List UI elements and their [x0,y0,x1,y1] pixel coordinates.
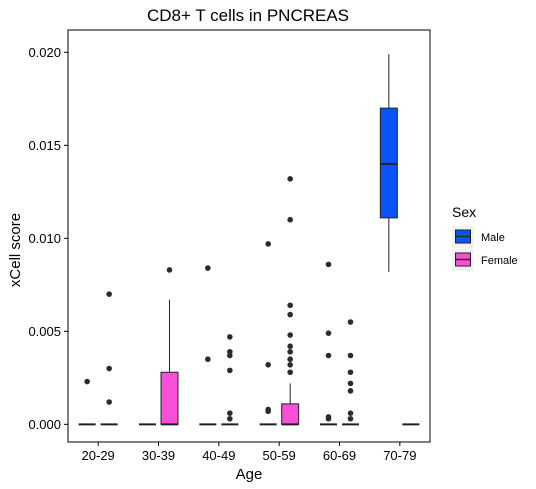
chart-title: CD8+ T cells in PNCREAS [147,6,349,25]
outlier-point [347,380,354,387]
outlier-point [106,365,112,372]
outlier-point [265,408,271,415]
outlier-point [287,176,293,182]
outlier-point [287,369,293,376]
outlier-point [265,362,271,368]
outlier-point [347,352,354,359]
x-tick-label: 60-69 [323,448,356,463]
outlier-point [287,216,293,223]
box [281,403,300,425]
x-tick-label: 70-79 [383,448,416,463]
outlier-point [227,367,233,374]
outlier-point [287,343,293,350]
outlier-point [347,410,354,416]
outlier-point [287,311,293,318]
box [160,371,179,425]
outlier-point [287,362,293,368]
x-tick-label: 50-59 [263,448,296,463]
x-tick-label: 30-39 [142,448,175,463]
legend: Sex Male Female [452,204,518,271]
x-tick-label: 40-49 [202,448,235,463]
y-tick-label: 0.000 [28,417,61,432]
outlier-point [325,261,332,268]
outlier-point [205,356,211,363]
outlier-point [287,332,293,338]
outlier-point [347,369,354,376]
outlier-point [325,352,332,359]
outlier-point [106,399,112,405]
x-tick-label: 20-29 [82,448,115,463]
outlier-point [227,352,233,359]
legend-label: Female [481,255,518,267]
outlier-point [347,319,354,325]
y-tick-label: 0.015 [28,138,61,153]
plot-panel [67,29,431,443]
y-tick-label: 0.005 [28,324,61,339]
x-axis-title: Age [236,466,263,483]
legend-title: Sex [452,204,476,220]
outlier-point [265,241,271,247]
outlier-point [205,265,211,271]
outlier-point [325,415,332,422]
outlier-point [106,291,112,297]
outlier-point [347,415,354,422]
y-tick-label: 0.010 [28,231,61,246]
outlier-point [347,388,354,394]
y-axis-title: xCell score [7,213,24,287]
outlier-point [227,415,233,422]
outlier-point [84,378,90,385]
y-tick-label: 0.020 [28,45,61,60]
outlier-point [325,330,332,336]
outlier-point [166,267,173,273]
outlier-point [227,334,233,340]
plot-area: 0.000 0.005 0.010 0.015 0.020 20-29 30-39 40-49… [28,29,431,463]
outlier-point [287,348,293,355]
legend-label: Male [481,232,505,244]
outlier-point [287,356,293,363]
outlier-point [287,302,293,309]
outlier-point [227,410,233,416]
